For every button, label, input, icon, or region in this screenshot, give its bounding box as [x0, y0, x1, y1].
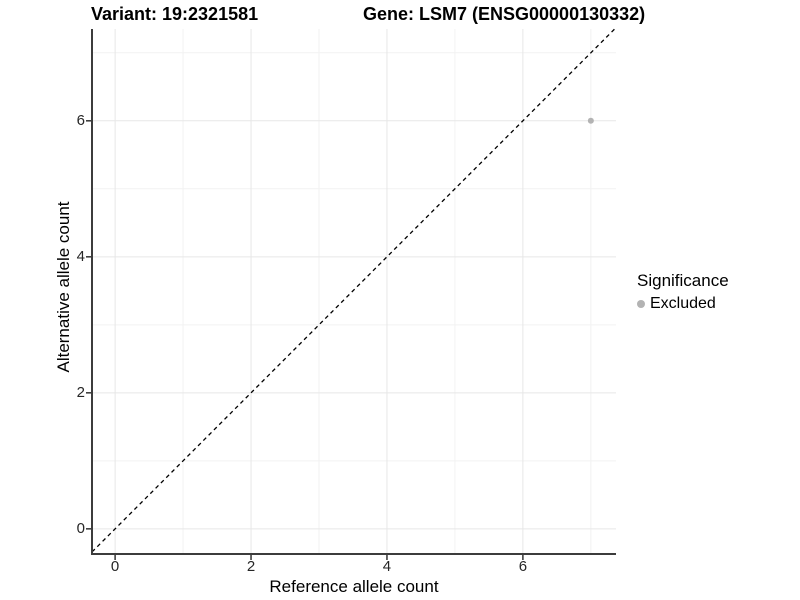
- y-tick-label: 2: [76, 383, 85, 401]
- legend-item-excluded: Excluded: [637, 295, 729, 313]
- x-tick-label: 2: [246, 558, 256, 575]
- data-point: [587, 117, 594, 124]
- x-tick-label: 0: [110, 558, 120, 575]
- legend: Significance Excluded: [637, 271, 729, 313]
- y-tick-label: 4: [76, 247, 85, 265]
- y-tick-label: 6: [76, 111, 85, 129]
- plot-title-variant: Variant: 19:2321581: [91, 4, 259, 24]
- y-tick-label: 0: [76, 519, 85, 537]
- y-axis-label: Alternative allele count: [54, 201, 73, 373]
- x-tick-label: 4: [382, 558, 392, 575]
- legend-point-icon: [637, 300, 645, 308]
- x-axis-label: Reference allele count: [269, 577, 439, 596]
- legend-item-label: Excluded: [650, 295, 716, 312]
- legend-title: Significance: [637, 271, 729, 290]
- x-tick-label: 6: [518, 558, 528, 575]
- identity-dashed-line: [91, 28, 616, 553]
- plot-title-gene: Gene: LSM7 (ENSG00000130332): [363, 4, 646, 24]
